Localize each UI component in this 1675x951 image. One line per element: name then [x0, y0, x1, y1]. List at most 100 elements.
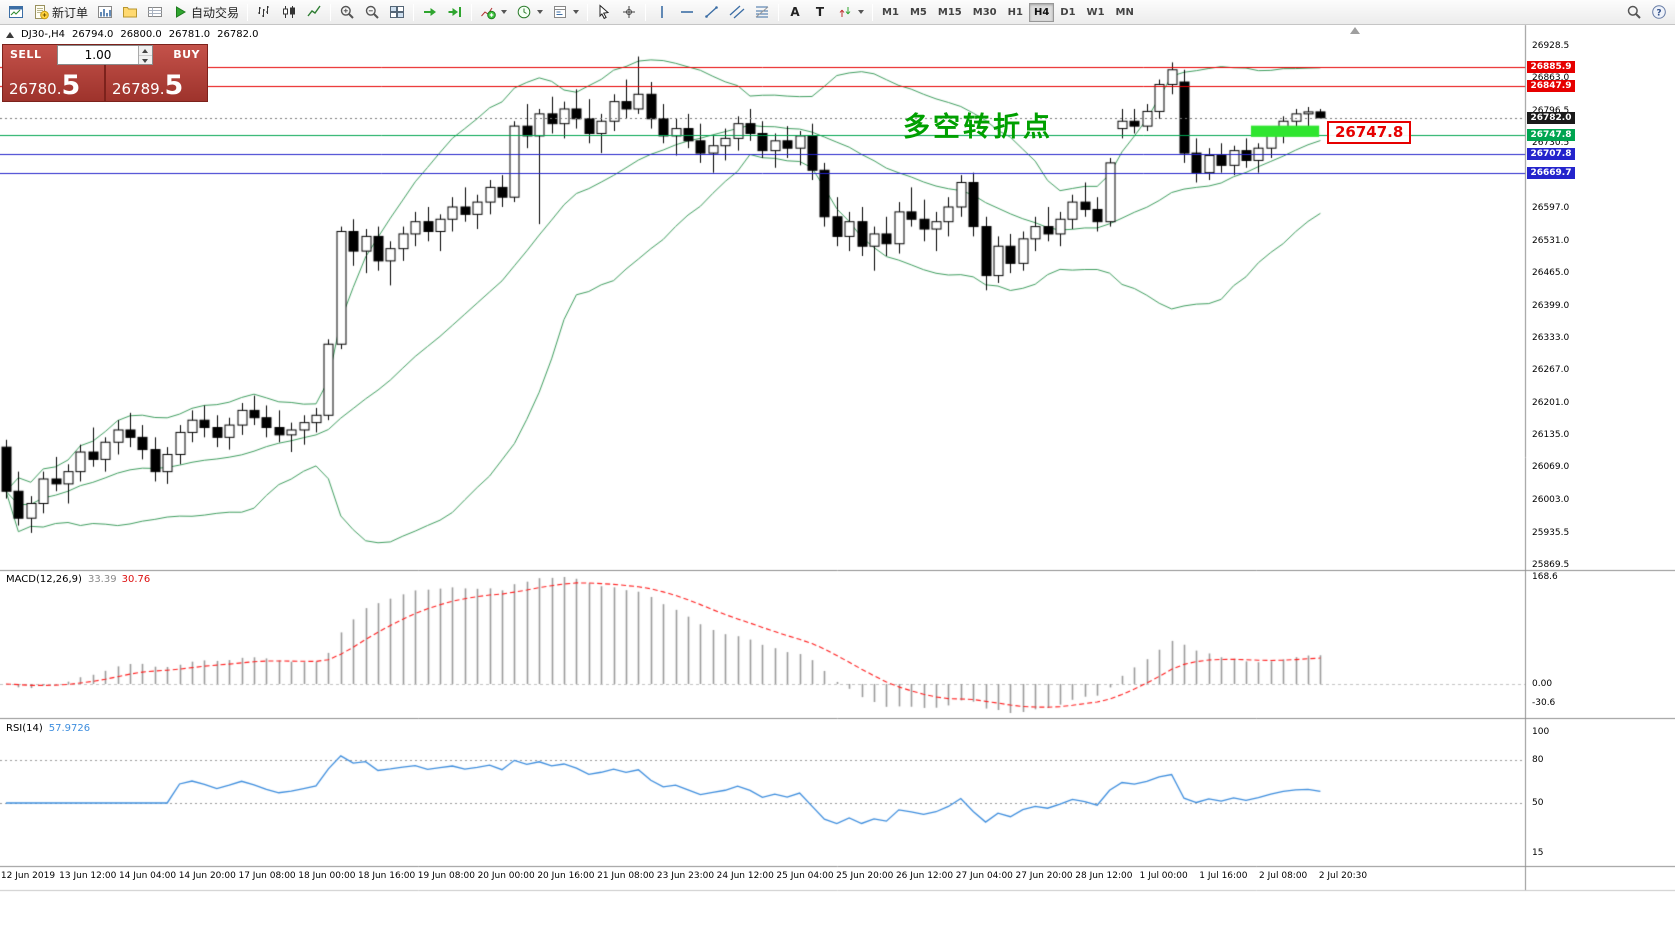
timeframe-m1-button[interactable]: M1	[877, 3, 904, 22]
text-label-button[interactable]: T	[808, 2, 832, 23]
timeframe-d1-button[interactable]: D1	[1055, 3, 1080, 22]
zoom-out-button[interactable]	[360, 2, 384, 23]
volume-input[interactable]	[58, 46, 138, 64]
trendline-button[interactable]	[700, 2, 724, 23]
chart-shift-button[interactable]	[443, 2, 467, 23]
price-line-badge-black: 26782.0	[1527, 111, 1575, 124]
horizontal-line-icon	[679, 4, 695, 20]
timeframe-m5-button[interactable]: M5	[905, 3, 932, 22]
periods-button[interactable]	[512, 2, 547, 23]
time-scale-label: 27 Jun 20:00	[1015, 871, 1073, 881]
pane-separator-rsi[interactable]	[0, 716, 1675, 721]
templates-button[interactable]	[548, 2, 583, 23]
price-line-badge-red: 26885.9	[1527, 60, 1575, 73]
rsi-scale-label: 15	[1532, 847, 1544, 858]
zoom-out-icon	[364, 4, 380, 20]
sell-price-main: 26780.	[9, 80, 62, 98]
toolbar-separator	[247, 3, 249, 21]
vertical-line-button[interactable]	[650, 2, 674, 23]
price-line-badge-green: 26747.8	[1527, 128, 1575, 141]
market-watch-button[interactable]	[93, 2, 117, 23]
pane-separator-macd[interactable]	[0, 568, 1675, 573]
price-scale-tick: 26399.0	[1532, 300, 1570, 311]
chart-bars-button[interactable]	[252, 2, 276, 23]
templates-icon	[552, 4, 568, 20]
timeframe-mn-button[interactable]: MN	[1111, 3, 1139, 22]
chart-ohlc-header: DJ30-,H4 26794.0 26800.0 26781.0 26782.0	[6, 29, 258, 40]
market-watch-icon	[97, 4, 113, 20]
tile-windows-button[interactable]	[385, 2, 409, 23]
price-scale-tick: 26201.0	[1532, 397, 1570, 408]
rsi-header: RSI(14) 57.9726	[6, 723, 90, 734]
app-window-button[interactable]	[4, 2, 28, 23]
help-button[interactable]: ?	[1647, 2, 1671, 23]
volume-down-button[interactable]	[139, 55, 152, 64]
price-scale-tick: 26597.0	[1532, 203, 1570, 214]
chart-annotation-text[interactable]: 多空转折点	[903, 112, 1053, 143]
new-order-label: 新订单	[52, 5, 89, 20]
time-scale-label: 24 Jun 12:00	[716, 871, 774, 881]
buy-price: 26789. 5	[112, 70, 184, 101]
navigator-button[interactable]	[118, 2, 142, 23]
price-scale[interactable]: 26928.526863.026796.526730.526664.526597…	[1525, 25, 1675, 890]
chart-candles-button[interactable]	[277, 2, 301, 23]
timeframe-m15-button[interactable]: M15	[933, 3, 967, 22]
autotrading-label: 自动交易	[191, 5, 240, 20]
volume-up-button[interactable]	[139, 46, 152, 56]
autotrading-button[interactable]: 自动交易	[168, 2, 243, 23]
price-callout-label[interactable]: 26747.8	[1327, 121, 1412, 144]
toolbar-separator	[587, 3, 589, 21]
price-scale-tick: 26730.5	[1532, 138, 1570, 149]
one-click-collapse-button[interactable]	[6, 31, 14, 38]
zoom-in-icon	[339, 4, 355, 20]
timeframe-w1-button[interactable]: W1	[1082, 3, 1110, 22]
toolbar-separator	[413, 3, 415, 21]
buy-price-big-digit: 5	[164, 70, 184, 101]
symbol-timeframe-label: DJ30-,H4	[21, 29, 66, 40]
new-order-button[interactable]: 新订单	[29, 2, 92, 23]
arrows-dropdown-caret	[858, 10, 865, 14]
timeframe-h4-button[interactable]: H4	[1028, 2, 1055, 22]
horizontal-line-button[interactable]	[675, 2, 699, 23]
templates-dropdown-caret	[573, 10, 580, 14]
timeframe-m30-button[interactable]: M30	[968, 3, 1002, 22]
arrows-button[interactable]	[833, 2, 868, 23]
volume-spinner	[138, 46, 152, 64]
time-scale-label: 23 Jun 23:00	[656, 871, 715, 881]
price-scale-tick: 26135.0	[1532, 429, 1570, 440]
time-scale-label: 13 Jun 12:00	[59, 871, 117, 881]
channel-button[interactable]	[725, 2, 749, 23]
fibonacci-button[interactable]	[750, 2, 774, 23]
price-scale-tick: 26333.0	[1532, 332, 1570, 343]
zoom-in-button[interactable]	[335, 2, 359, 23]
indicators-button[interactable]	[476, 2, 511, 23]
time-scale-label: 25 Jun 20:00	[836, 871, 894, 881]
sell-price: 26780. 5	[9, 72, 80, 99]
timeframe-h1-button[interactable]: H1	[1003, 3, 1028, 22]
periods-dropdown-caret	[537, 10, 544, 14]
time-scale[interactable]: 12 Jun 2019 13 Jun 12:00 14 Jun 04:00 14 Ju…	[0, 866, 1525, 890]
price-scale-tick: 26928.5	[1532, 41, 1570, 51]
cursor-icon	[596, 4, 612, 20]
toolbar-separator	[471, 3, 473, 21]
toolbar-separator	[778, 3, 780, 21]
text-button[interactable]: A	[783, 2, 807, 23]
cursor-button[interactable]	[592, 2, 616, 23]
search-button[interactable]	[1622, 2, 1646, 23]
time-scale-label: 14 Jun 04:00	[118, 871, 177, 881]
chart-line-icon	[306, 4, 322, 20]
time-scale-label: 17 Jun 08:00	[238, 871, 296, 881]
svg-text:?: ?	[1656, 9, 1661, 19]
auto-scroll-button[interactable]	[418, 2, 442, 23]
terminal-button[interactable]	[143, 2, 167, 23]
price-line-badge-blue: 26707.8	[1527, 148, 1575, 161]
buy-button[interactable]: BUY 26789. 5	[105, 44, 208, 102]
time-scale-label: 21 Jun 08:00	[597, 871, 655, 881]
navigator-icon	[122, 4, 138, 20]
chart-line-button[interactable]	[302, 2, 326, 23]
time-scale-label: 12 Jun 2019	[0, 871, 56, 881]
price-scale-tick: 26465.0	[1532, 268, 1570, 279]
crosshair-button[interactable]	[617, 2, 641, 23]
ohlc-open: 26794.0	[72, 29, 114, 40]
